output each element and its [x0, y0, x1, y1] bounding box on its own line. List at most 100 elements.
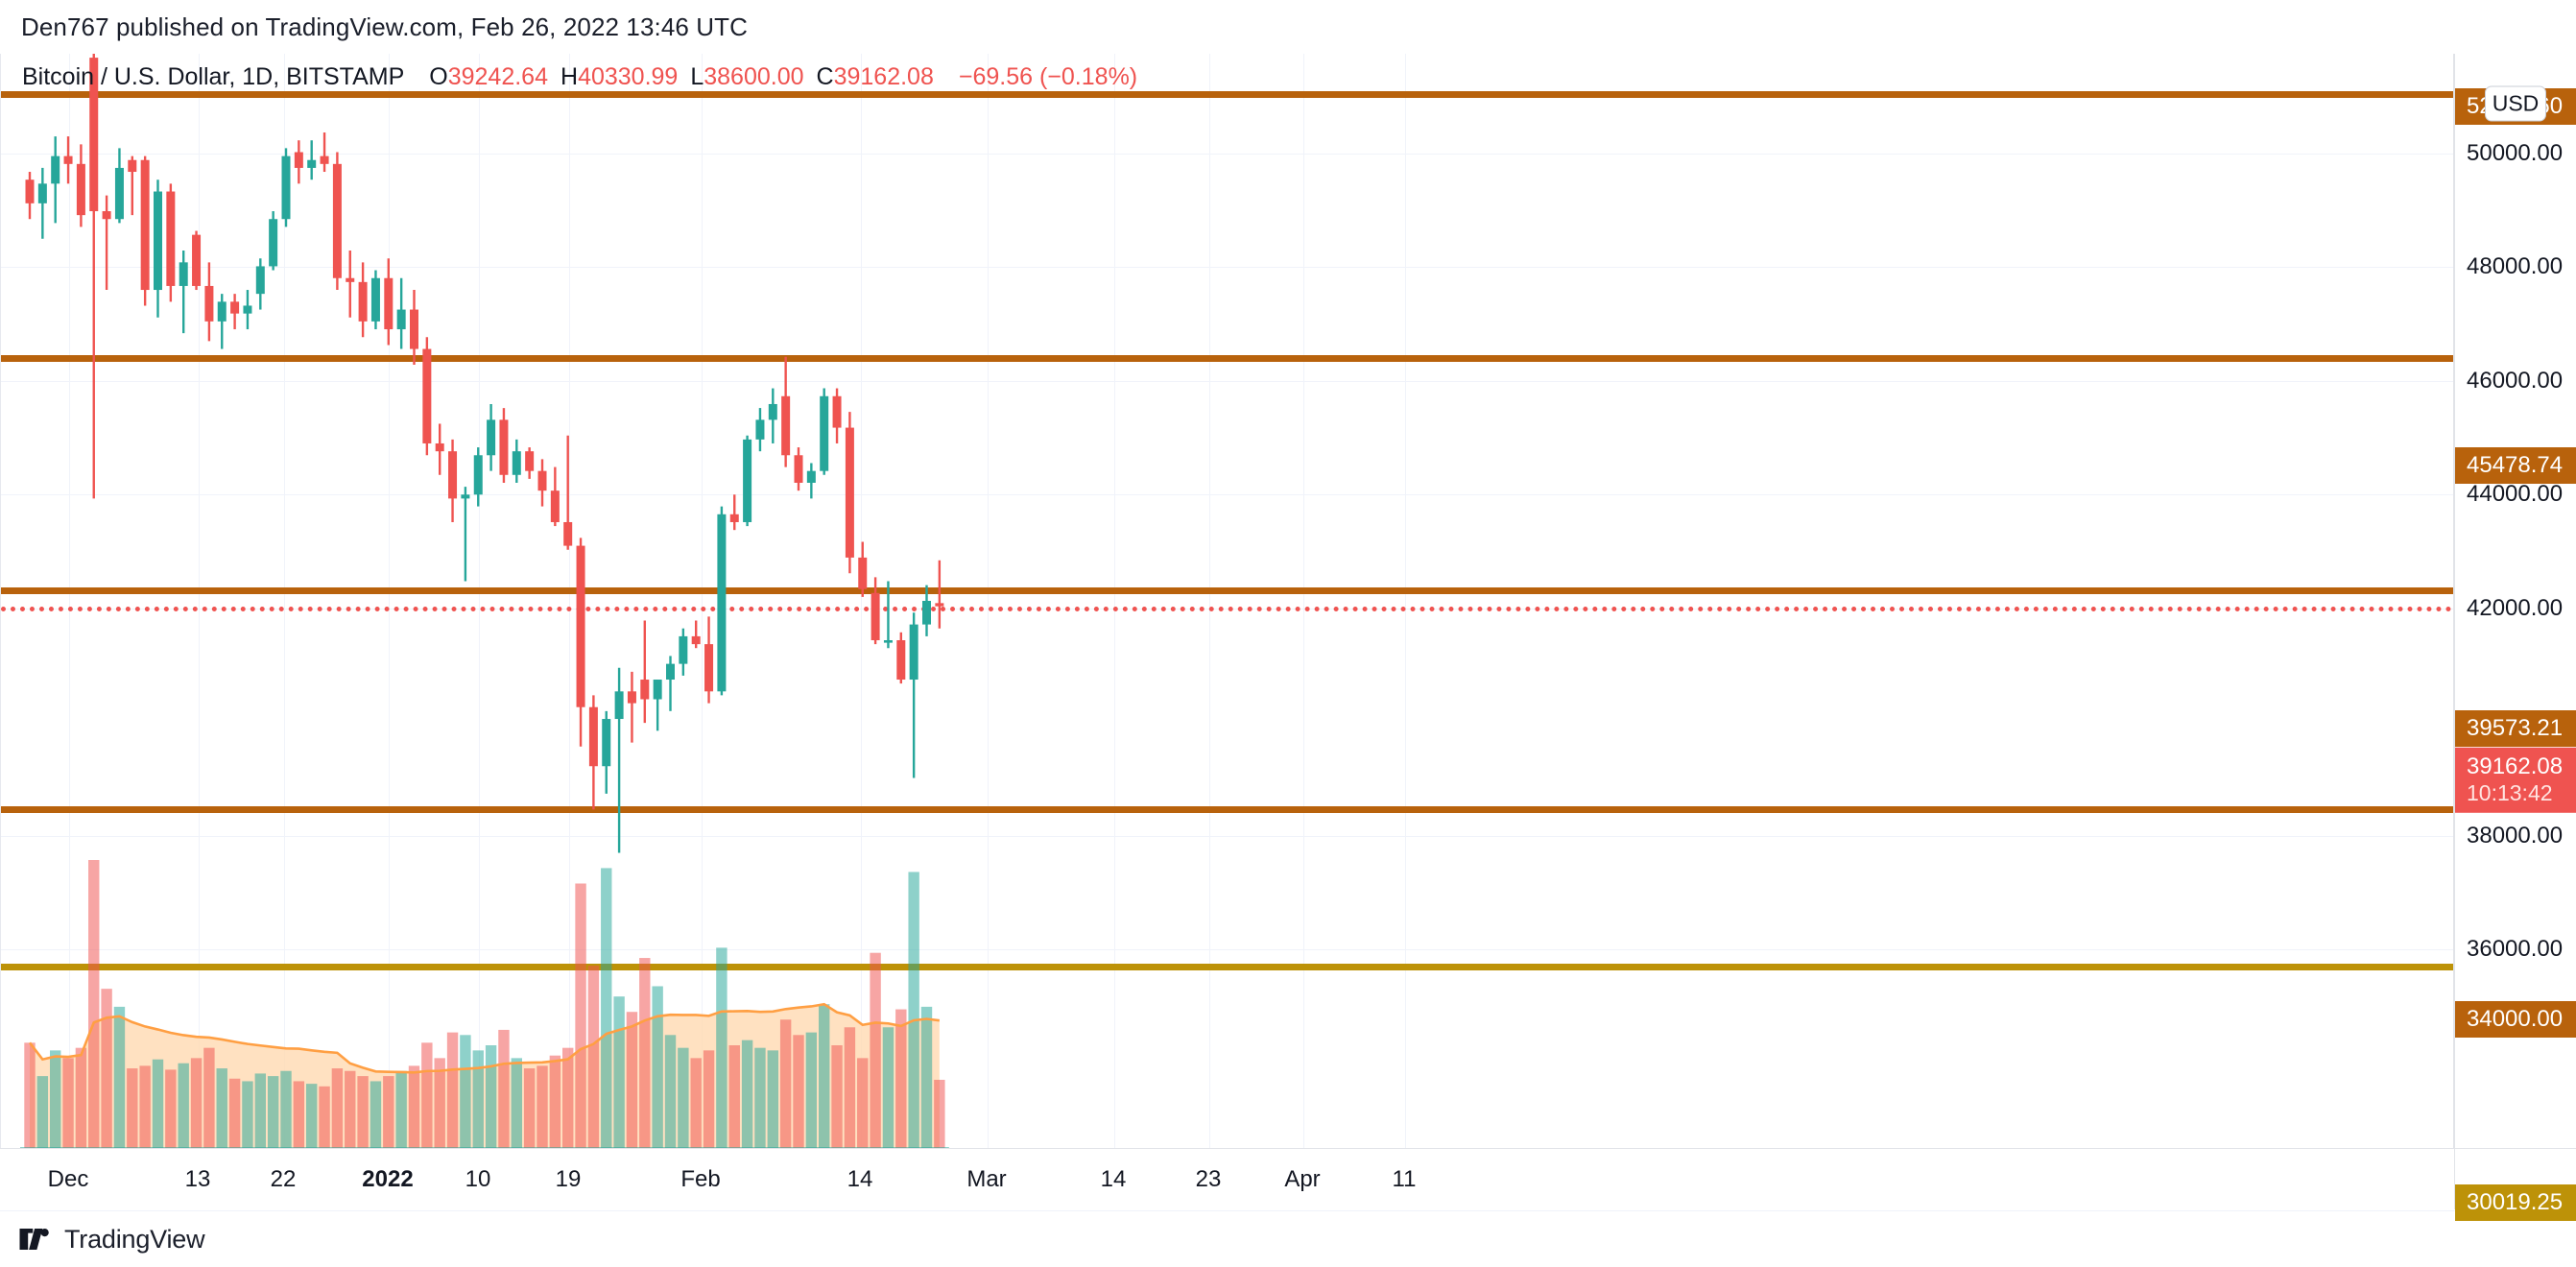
candlestick	[37, 167, 47, 239]
volume-bar	[357, 1076, 369, 1148]
candlestick	[704, 616, 714, 704]
time-axis-tick: 10	[465, 1166, 491, 1192]
candlestick	[269, 211, 278, 271]
candlestick	[473, 447, 483, 507]
candlestick	[230, 294, 240, 330]
volume-bar	[460, 1035, 471, 1148]
chart-panel[interactable]: Bitcoin / U.S. Dollar, 1D, BITSTAMP O3924…	[0, 54, 2454, 1148]
candlestick	[883, 581, 893, 649]
time-axis-tick: 22	[270, 1166, 297, 1192]
gridline-vertical	[702, 54, 703, 1148]
volume-bar	[165, 1069, 177, 1148]
volume-bar	[767, 1050, 778, 1148]
candlestick	[614, 667, 624, 853]
price-axis[interactable]: 50000.00 48000.00 46000.00 44000.00 42000.00…	[2454, 54, 2576, 1221]
candlestick	[461, 487, 470, 582]
price-tag-39573[interactable]: 39573.21	[2455, 710, 2576, 747]
volume-bar	[331, 1068, 344, 1148]
price-tag-30019[interactable]: 30019.25	[2455, 1184, 2576, 1221]
time-axis-tick: Apr	[1284, 1166, 1321, 1192]
gridline-horizontal	[1, 494, 2453, 495]
candlestick	[422, 337, 432, 456]
candlestick	[255, 258, 265, 310]
gridline-horizontal	[1, 381, 2453, 382]
volume-bar	[908, 872, 919, 1148]
candlestick	[346, 251, 355, 318]
candlestick	[588, 695, 598, 810]
volume-bar	[779, 1019, 792, 1148]
candlestick	[63, 136, 73, 184]
volume-bar	[587, 966, 600, 1148]
last-price-line[interactable]	[1, 606, 2453, 611]
candlestick	[499, 408, 509, 483]
candlestick	[729, 494, 739, 531]
volume-bar	[446, 1032, 459, 1148]
volume-bar	[895, 1009, 907, 1148]
candlestick	[653, 680, 662, 731]
volume-bar	[62, 1058, 74, 1148]
candlestick	[76, 144, 85, 227]
volume-bar	[882, 1027, 894, 1148]
volume-bar	[113, 1006, 126, 1148]
candlestick	[858, 541, 868, 597]
gridline-horizontal	[1, 836, 2453, 837]
gridline-horizontal	[1, 949, 2453, 950]
volume-bar	[127, 1068, 138, 1148]
gridline-horizontal	[1, 154, 2453, 155]
candlestick	[25, 172, 35, 220]
volume-bar	[549, 1055, 561, 1148]
candlestick	[627, 671, 636, 743]
price-axis-tick: 46000.00	[2467, 368, 2564, 394]
volume-bar	[190, 1058, 203, 1148]
volume-bar	[678, 1047, 689, 1148]
candlestick	[294, 140, 303, 184]
gridline-vertical	[199, 54, 200, 1148]
currency-badge[interactable]: USD	[2485, 85, 2546, 122]
volume-bar	[345, 1070, 356, 1148]
candlestick	[51, 136, 60, 224]
candlestick	[794, 447, 803, 491]
volume-bar	[934, 1079, 945, 1148]
price-tag-45478[interactable]: 45478.74	[2455, 447, 2576, 484]
candlestick	[448, 439, 458, 522]
volume-bar	[562, 1047, 574, 1148]
gridline-vertical	[1114, 54, 1115, 1148]
candlestick	[768, 388, 777, 443]
candlestick	[909, 612, 918, 778]
last-price-tag[interactable]: 39162.08 10:13:42	[2455, 747, 2576, 814]
time-axis-tick: Dec	[47, 1166, 89, 1192]
volume-bar	[228, 1078, 241, 1148]
resistance-45478[interactable]	[1, 354, 2453, 362]
volume-bar	[408, 1065, 420, 1148]
support-34000[interactable]	[1, 806, 2453, 814]
price-axis-tick: 44000.00	[2467, 481, 2564, 507]
volume-bar	[870, 952, 881, 1148]
volume-bar	[88, 860, 100, 1148]
publisher-bar: Den767 published on TradingView.com, Feb…	[0, 0, 2576, 54]
price-axis-tick: 42000.00	[2467, 595, 2564, 621]
support-30019[interactable]	[1, 963, 2453, 970]
candlestick	[691, 620, 701, 649]
candlestick	[871, 577, 880, 645]
volume-bar	[857, 1058, 869, 1148]
resistance-52181[interactable]	[1, 90, 2453, 98]
axis-corner-separator	[2454, 1148, 2455, 1209]
volume-bar	[728, 1045, 740, 1148]
time-axis[interactable]: Dec 13 22 2022 10 19 Feb 14 Mar 14 23 Apr 11	[0, 1148, 2576, 1209]
candlestick	[204, 262, 214, 342]
volume-bar	[50, 1050, 61, 1148]
last-price-value: 39162.08	[2467, 753, 2564, 779]
time-axis-tick: Feb	[680, 1166, 721, 1192]
resistance-39573[interactable]	[1, 586, 2453, 594]
candlestick	[384, 258, 394, 346]
volume-bar	[523, 1068, 536, 1148]
candlestick	[806, 463, 816, 499]
volume-bar	[101, 989, 112, 1148]
gridline-vertical	[988, 54, 989, 1148]
price-tag-34000[interactable]: 34000.00	[2455, 1001, 2576, 1038]
volume-bar	[306, 1084, 318, 1148]
candlestick	[243, 290, 252, 330]
volume-bar	[844, 1027, 856, 1148]
price-axis-tick: 38000.00	[2467, 823, 2564, 849]
price-axis-tick: 36000.00	[2467, 936, 2564, 962]
